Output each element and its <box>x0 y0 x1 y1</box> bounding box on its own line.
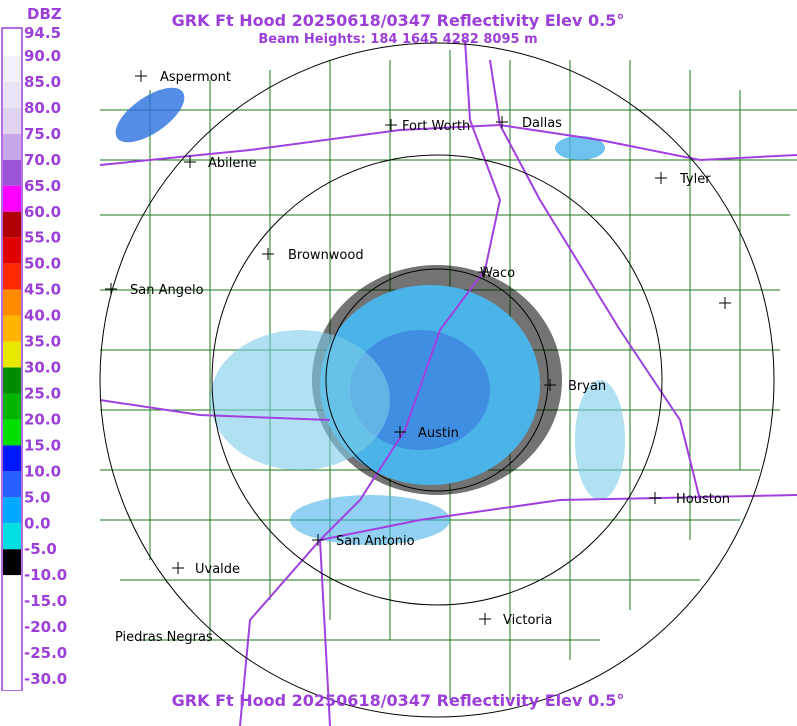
colorbar-segment <box>3 263 21 290</box>
colorbar-label: 35.0 <box>24 333 61 351</box>
colorbar-label: 75.0 <box>24 125 61 143</box>
colorbar-label: 65.0 <box>24 177 61 195</box>
colorbar-label: -10.0 <box>24 566 67 584</box>
colorbar-label: 20.0 <box>24 410 61 428</box>
title: GRK Ft Hood 20250618/0347 Reflectivity E… <box>172 11 625 30</box>
city-label: Fort Worth <box>402 119 470 134</box>
colorbar-segment <box>3 33 21 56</box>
colorbar-label: 50.0 <box>24 255 61 273</box>
colorbar-segment <box>3 289 21 316</box>
colorbar-segment <box>3 81 21 108</box>
colorbar-segment <box>3 237 21 264</box>
city-label: San Angelo <box>130 283 204 298</box>
colorbar-segment <box>3 419 21 446</box>
city-label: Piedras Negras <box>115 630 213 645</box>
colorbar-segment <box>3 679 21 690</box>
colorbar-label: 94.5 <box>24 24 61 42</box>
colorbar-label: 45.0 <box>24 281 61 299</box>
colorbar-segment <box>3 185 21 212</box>
colorbar-segment <box>3 133 21 160</box>
colorbar-label: -15.0 <box>24 592 67 610</box>
colorbar-segment <box>3 471 21 498</box>
footer-title: GRK Ft Hood 20250618/0347 Reflectivity E… <box>172 691 625 710</box>
colorbar-label: 15.0 <box>24 436 61 454</box>
colorbar-label: -20.0 <box>24 618 67 636</box>
city-label: Houston <box>676 492 730 507</box>
city-label: Austin <box>418 426 459 441</box>
colorbar-label: 0.0 <box>24 514 51 532</box>
colorbar-label: 55.0 <box>24 229 61 247</box>
colorbar-label: 70.0 <box>24 151 61 169</box>
colorbar-label: -30.0 <box>24 670 67 688</box>
colorbar-segment <box>3 601 21 628</box>
colorbar-segment <box>3 159 21 186</box>
legend-unit: DBZ <box>27 5 62 23</box>
city-label: Abilene <box>208 156 257 171</box>
colorbar-segment <box>3 211 21 238</box>
city-label: Aspermont <box>160 70 231 85</box>
colorbar-segment <box>3 549 21 576</box>
colorbar-label: 30.0 <box>24 359 61 377</box>
colorbar-segment <box>3 653 21 680</box>
colorbar-segment <box>3 56 21 82</box>
city-label: Dallas <box>522 116 562 131</box>
colorbar-label: 80.0 <box>24 99 61 117</box>
colorbar-label: 40.0 <box>24 307 61 325</box>
city-label: Tyler <box>679 172 711 187</box>
colorbar-segment <box>3 107 21 134</box>
colorbar-label: 5.0 <box>24 488 51 506</box>
colorbar-segment <box>3 575 21 602</box>
colorbar-label: -5.0 <box>24 540 57 558</box>
colorbar-segment <box>3 523 21 550</box>
city-label: Brownwood <box>288 248 364 263</box>
colorbar: 94.5 90.0 85.0 80.0 75.0 70.0 65.0 60.0 55.0 50.0… <box>3 24 67 690</box>
city-label: Uvalde <box>195 562 240 577</box>
colorbar-segment <box>3 315 21 342</box>
colorbar-label: 25.0 <box>24 384 61 402</box>
colorbar-label: -25.0 <box>24 644 67 662</box>
colorbar-segment <box>3 445 21 472</box>
colorbar-label: 60.0 <box>24 203 61 221</box>
city-label: San Antonio <box>336 534 415 549</box>
city-label: Waco <box>480 266 515 281</box>
colorbar-label: 85.0 <box>24 73 61 91</box>
colorbar-label: 10.0 <box>24 462 61 480</box>
city-label: Victoria <box>503 613 552 628</box>
colorbar-segment <box>3 341 21 368</box>
colorbar-segment <box>3 393 21 420</box>
range-rings <box>99 42 775 718</box>
subtitle: Beam Heights: 184 1645 4282 8095 m <box>258 32 537 47</box>
colorbar-segment <box>3 367 21 394</box>
colorbar-segment <box>3 627 21 654</box>
city-label: Bryan <box>568 379 606 394</box>
colorbar-label: 90.0 <box>24 47 61 65</box>
colorbar-segment <box>3 497 21 524</box>
cities: Aspermont Fort Worth Dallas Abilene Tyler Bro… <box>105 70 730 645</box>
